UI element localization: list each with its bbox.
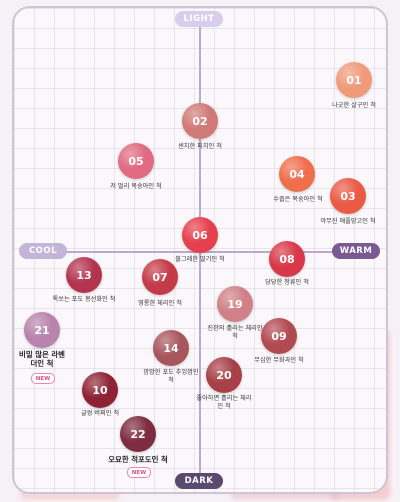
shade-dot-04[interactable]: 04 bbox=[279, 156, 315, 192]
shade-dot-21[interactable]: 21 bbox=[24, 312, 60, 348]
shade-label: 야무진 애플망고인 척 bbox=[320, 218, 376, 225]
shade-dot-03[interactable]: 03 bbox=[330, 178, 366, 214]
shade-dot-09[interactable]: 09 bbox=[261, 318, 297, 354]
shade-label: 밤밤한 포도 추잉껌인 척 bbox=[143, 369, 199, 384]
shade-number: 04 bbox=[289, 167, 305, 181]
shade-label: 오묘한 적포도인 척 bbox=[108, 455, 168, 464]
shade-number: 09 bbox=[271, 329, 287, 343]
shade-number: 08 bbox=[279, 252, 295, 266]
shade-number: 21 bbox=[34, 323, 50, 337]
shade-number: 07 bbox=[152, 270, 168, 284]
shade-label: 당당한 청류인 척 bbox=[265, 279, 309, 286]
shade-dot-22[interactable]: 22 bbox=[120, 416, 156, 452]
shade-label: 나긋한 살구인 척 bbox=[332, 102, 376, 109]
shade-dot-19[interactable]: 19 bbox=[217, 286, 253, 322]
shade-dot-02[interactable]: 02 bbox=[182, 103, 218, 139]
shade-number: 10 bbox=[92, 383, 108, 397]
axis-label-cool: COOL bbox=[19, 243, 67, 259]
shade-number: 13 bbox=[76, 268, 92, 282]
shade-label: 글썽 버찌인 척 bbox=[80, 410, 120, 417]
axis-label-warm: WARM bbox=[332, 243, 380, 259]
shade-label: 좋아하면 흘리는 체리인 척 bbox=[196, 395, 252, 410]
shade-number: 03 bbox=[340, 189, 356, 203]
axis-label-light: LIGHT bbox=[175, 11, 223, 27]
shade-dot-14[interactable]: 14 bbox=[153, 330, 189, 366]
shade-number: 14 bbox=[163, 341, 179, 355]
shade-dot-10[interactable]: 10 bbox=[82, 372, 118, 408]
shade-number: 02 bbox=[192, 114, 208, 128]
shade-label: 저 멀리 복숭아인 척 bbox=[110, 183, 162, 190]
shade-label: 영롱한 체리인 척 bbox=[138, 300, 182, 307]
shade-dot-05[interactable]: 05 bbox=[118, 143, 154, 179]
shade-dot-20[interactable]: 20 bbox=[206, 357, 242, 393]
shade-number: 22 bbox=[130, 427, 146, 441]
shade-number: 19 bbox=[227, 297, 243, 311]
shade-label: 불그레한 딸기인 척 bbox=[175, 256, 225, 263]
shade-label: 수줍은 복숭아인 척 bbox=[273, 196, 323, 203]
shade-label: 무심한 무화과인 척 bbox=[254, 357, 304, 364]
shade-dot-08[interactable]: 08 bbox=[269, 241, 305, 277]
shade-label: 진한의 흘리는 체리인 척 bbox=[207, 325, 263, 340]
shade-dot-01[interactable]: 01 bbox=[336, 62, 372, 98]
shade-label: 톡쏘는 포도 봉선화인 척 bbox=[52, 296, 116, 303]
axis-label-dark: DARK bbox=[175, 473, 223, 489]
shade-label: 비밀 많은 라벤더인 척 bbox=[19, 350, 65, 368]
shade-number: 05 bbox=[128, 154, 144, 168]
new-badge: NEW bbox=[127, 467, 151, 478]
shade-dot-07[interactable]: 07 bbox=[142, 259, 178, 295]
shade-number: 20 bbox=[216, 368, 232, 382]
shade-number: 06 bbox=[192, 228, 208, 242]
shade-label: 센치한 피치인 척 bbox=[178, 143, 222, 150]
new-badge: NEW bbox=[31, 373, 55, 384]
shade-number: 01 bbox=[346, 73, 362, 87]
shade-dot-06[interactable]: 06 bbox=[182, 217, 218, 253]
shade-dot-13[interactable]: 13 bbox=[66, 257, 102, 293]
